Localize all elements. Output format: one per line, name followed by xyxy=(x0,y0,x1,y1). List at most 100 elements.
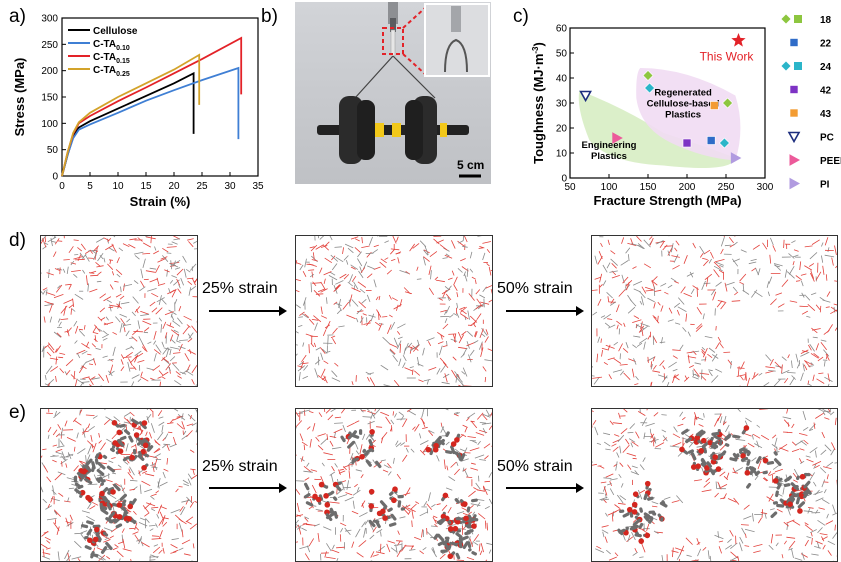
bond xyxy=(710,252,713,259)
ta-bond xyxy=(469,516,472,520)
ta-bond xyxy=(115,485,119,489)
bond xyxy=(296,260,297,268)
bond xyxy=(391,259,395,260)
bond xyxy=(404,348,406,355)
bond xyxy=(383,337,390,344)
bond xyxy=(188,350,196,354)
bond xyxy=(87,354,91,355)
bond xyxy=(147,288,156,291)
oxygen-atom xyxy=(644,533,650,539)
bond xyxy=(300,434,303,441)
ta-bond xyxy=(335,498,336,499)
bond xyxy=(711,375,718,382)
bond xyxy=(802,553,804,560)
bond xyxy=(462,246,467,247)
bond xyxy=(82,511,90,513)
bond xyxy=(112,271,113,275)
bond xyxy=(352,381,353,385)
bond xyxy=(75,341,78,344)
ta-bond xyxy=(748,485,750,488)
bond xyxy=(330,472,335,476)
bond xyxy=(607,319,612,320)
bond xyxy=(142,481,151,486)
bond xyxy=(454,277,458,285)
bond xyxy=(604,362,608,364)
bond xyxy=(813,375,815,381)
bond xyxy=(296,481,304,482)
bond xyxy=(387,270,392,274)
bond xyxy=(823,350,829,357)
bond xyxy=(303,471,312,472)
ta-bond xyxy=(473,500,477,501)
bond xyxy=(82,377,89,379)
bond xyxy=(678,424,684,426)
bond xyxy=(608,240,609,245)
bond xyxy=(303,343,304,347)
bond xyxy=(463,348,467,356)
ta-bond xyxy=(711,470,713,474)
bond xyxy=(124,422,132,424)
oxygen-atom xyxy=(118,448,124,454)
bond xyxy=(823,266,824,275)
bond xyxy=(106,417,114,422)
bond xyxy=(691,289,694,294)
bond xyxy=(313,423,315,431)
bond xyxy=(639,291,645,298)
legend-label-a-2: C-TA0.15 xyxy=(93,52,130,65)
bond xyxy=(822,432,825,438)
bond xyxy=(694,416,695,426)
bond xyxy=(431,270,432,279)
bond xyxy=(397,331,400,334)
bond xyxy=(753,245,760,249)
bond xyxy=(424,501,427,506)
ta-bond xyxy=(731,459,736,460)
bond xyxy=(716,326,717,330)
bond xyxy=(297,263,302,265)
bond xyxy=(796,441,803,445)
ta-bond xyxy=(96,455,97,457)
bond xyxy=(45,301,54,304)
bond xyxy=(309,344,310,353)
bond xyxy=(161,324,162,332)
bond xyxy=(96,238,104,242)
bond xyxy=(189,287,191,295)
bond xyxy=(183,256,187,263)
bond xyxy=(411,449,414,453)
bond xyxy=(473,324,475,327)
bond xyxy=(162,377,166,379)
bond xyxy=(815,409,823,411)
oxygen-atom xyxy=(391,497,397,503)
bond xyxy=(41,456,42,460)
bond xyxy=(640,301,642,305)
bond xyxy=(824,361,825,366)
bond xyxy=(631,472,639,475)
bond xyxy=(790,301,797,303)
bond xyxy=(633,281,642,285)
oxygen-atom xyxy=(312,494,318,500)
bond xyxy=(479,460,486,461)
oxygen-atom xyxy=(359,454,365,460)
bond xyxy=(448,278,453,280)
bond xyxy=(486,286,492,289)
bond xyxy=(705,336,713,338)
bond xyxy=(133,532,139,534)
bond xyxy=(449,477,456,481)
bond xyxy=(385,241,389,243)
this-work-star-icon xyxy=(731,33,745,47)
bond xyxy=(137,429,144,431)
bond xyxy=(356,451,359,455)
bond xyxy=(597,443,601,444)
bond xyxy=(623,445,630,453)
ta-bond xyxy=(785,485,789,486)
series-line-a-0 xyxy=(62,73,194,176)
bond xyxy=(606,550,610,554)
oxygen-atom xyxy=(110,489,116,495)
bond xyxy=(163,322,166,329)
bond xyxy=(43,549,44,557)
x-tick-label-c: 200 xyxy=(679,182,696,193)
bond xyxy=(53,252,56,257)
bond xyxy=(609,374,612,379)
bond xyxy=(52,460,56,462)
bond xyxy=(110,285,113,290)
bond xyxy=(47,540,51,543)
